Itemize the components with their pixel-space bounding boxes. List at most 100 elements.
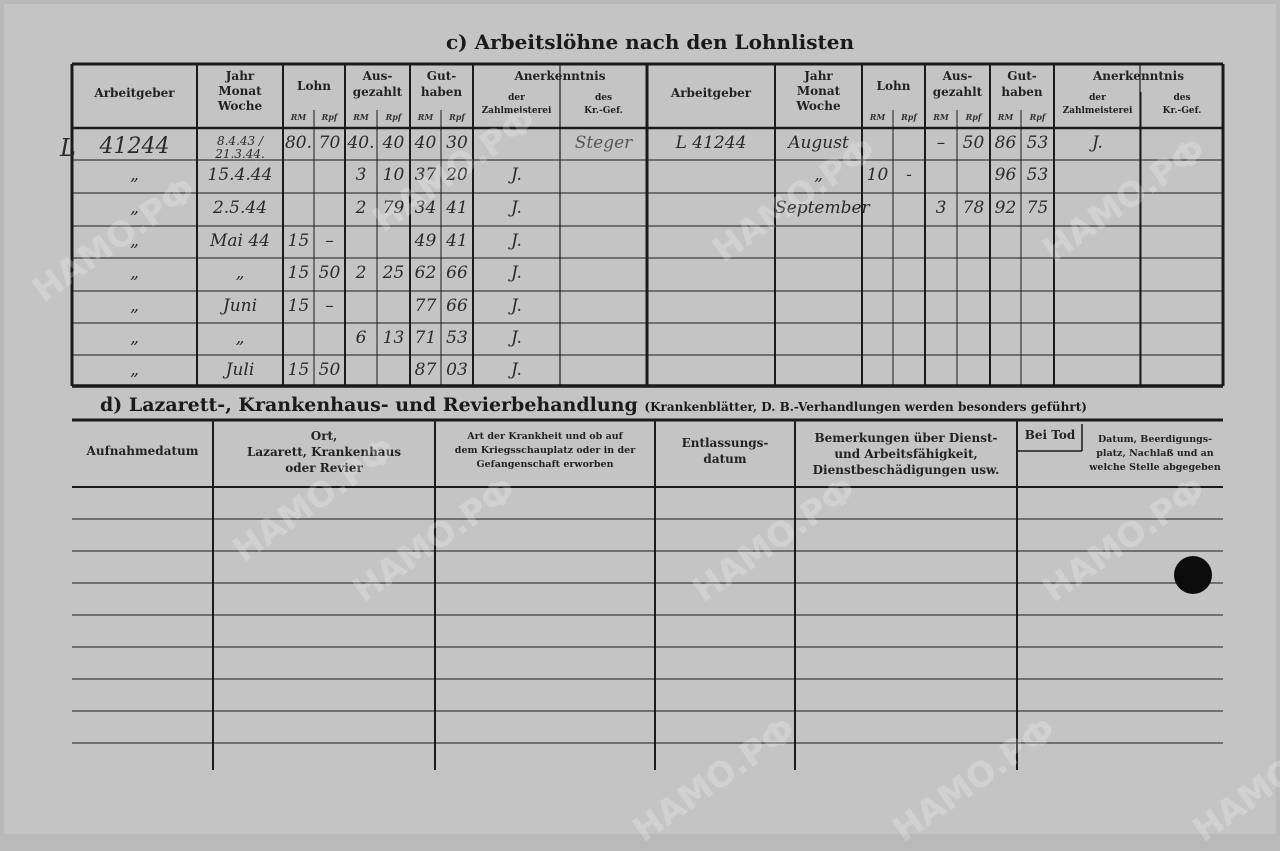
header-ausgezahlt: Aus- <box>362 69 393 83</box>
header-rpf: Rpf <box>385 112 402 122</box>
header-jahr-monat-woche: Monat <box>218 84 262 98</box>
cell-gut-rm: 71 <box>414 328 437 348</box>
header-guthaben: Gut- <box>426 69 457 83</box>
header-d-col-5: Datum, Beerdigungs- <box>1097 434 1213 445</box>
cell-datum: Juni <box>222 296 258 316</box>
cell-arbeitgeber: 41244 <box>99 134 170 159</box>
header-jahr-monat-woche: Monat <box>796 84 841 98</box>
cell-gut-rpf: 66 <box>446 296 468 316</box>
header-rpf: Rpf <box>901 112 917 122</box>
header-kr-gef: des <box>1173 93 1191 103</box>
cell-lohn-rm: 80. <box>284 133 313 153</box>
cell-krgef: Steger <box>574 133 633 153</box>
cell-arbeitgeber: „ <box>130 198 139 218</box>
header-rpf: Rpf <box>1029 112 1046 122</box>
header-ausgezahlt: Aus- <box>942 69 973 83</box>
header-rm: RM <box>353 112 369 122</box>
cell-aus-rpf: 79 <box>382 198 405 218</box>
cell-arbeitgeber: „ <box>130 328 139 348</box>
cell-zahl: J. <box>511 165 522 185</box>
header-guthaben: haben <box>1001 85 1043 99</box>
cell-gut-rpf: 75 <box>1026 198 1049 218</box>
cell-gut-rpf: 30 <box>446 133 468 153</box>
cell-aus-rpf: 40 <box>382 133 405 153</box>
header-zahlmeisterei: der <box>1089 93 1106 103</box>
header-anerkenntnis: Anerkenntnis <box>514 69 606 83</box>
header-rm: RM <box>290 112 307 122</box>
cell-gut-rm: 96 <box>994 165 1017 185</box>
cell-lohn-rm: 15 <box>287 231 310 251</box>
header-d-col-3: Entlassungs- <box>681 436 769 450</box>
header-d-col-5: platz, Nachlaß und an <box>1096 448 1214 459</box>
cell-arbeitgeber: „ <box>130 263 139 283</box>
cell-datum: Juli <box>225 360 255 380</box>
cell-arbeitgeber: „ <box>130 165 139 185</box>
header-ausgezahlt: gezahlt <box>352 85 403 99</box>
cell-aus-rm: 2 <box>355 263 367 283</box>
header-jahr-monat-woche: Jahr <box>804 69 833 83</box>
cell-datum: September <box>775 198 870 218</box>
header-d-col-2: Gefangenschaft erworben <box>476 459 614 470</box>
cell-lohn-rpf: 70 <box>318 133 341 153</box>
cell-gut-rpf: 53 <box>1026 165 1049 185</box>
cell-gut-rm: 77 <box>414 296 437 316</box>
header-guthaben: Gut- <box>1007 69 1037 83</box>
cell-gut-rm: 49 <box>414 231 437 251</box>
cell-gut-rm: 34 <box>414 198 437 218</box>
cell-gut-rpf: 41 <box>446 231 468 251</box>
header-ausgezahlt: gezahlt <box>932 85 983 99</box>
header-rm: RM <box>933 112 949 122</box>
header-d-col-3: datum <box>703 452 747 466</box>
header-d-col-4: Bemerkungen über Dienst- <box>814 431 998 445</box>
cell-datum: „ <box>235 328 245 348</box>
cell-arbeitgeber: „ <box>130 360 139 380</box>
header-lohn: Lohn <box>876 79 911 93</box>
cell-arbeitgeber: „ <box>130 231 139 251</box>
cell-zahl: J. <box>511 296 522 316</box>
header-kr-gef: Kr.-Gef. <box>1162 106 1202 116</box>
cell-aus-rpf: 10 <box>382 165 405 185</box>
cell-zahl: J. <box>511 263 522 283</box>
section-d-title-main: d) Lazarett-, Krankenhaus- und Revierbeh… <box>100 394 638 416</box>
cell-lohn-rpf: - <box>906 165 912 185</box>
cell-arbeitgeber: „ <box>130 296 139 316</box>
cell-lohn-rm: 10 <box>866 165 889 185</box>
cell-gut-rm: 62 <box>414 263 437 283</box>
cell-aus-rm: 3 <box>935 198 947 218</box>
cell-gut-rm: 92 <box>994 198 1017 218</box>
punch-hole <box>1174 556 1212 594</box>
header-zahlmeisterei: Zahlmeisterei <box>1062 106 1133 116</box>
cell-lohn-rpf: – <box>325 296 334 316</box>
cell-lohn-rpf: – <box>325 231 334 251</box>
cell-datum: 2.5.44 <box>212 198 268 218</box>
cell-lohn-rm: 15 <box>287 296 310 316</box>
cell-aus-rm: 6 <box>355 328 367 348</box>
cell-aus-rpf: 78 <box>962 198 985 218</box>
cell-lohn-rm: 15 <box>287 263 310 283</box>
header-d-col-2: dem Kriegsschauplatz oder in der <box>454 445 636 456</box>
cell-zahl: J. <box>511 328 522 348</box>
header-d-col-1: oder Revier <box>285 461 363 475</box>
header-anerkenntnis: Anerkenntnis <box>1093 69 1184 83</box>
header-rpf: Rpf <box>321 112 338 122</box>
cell-aus-rpf: 13 <box>382 328 405 348</box>
cell-datum: August <box>788 133 849 153</box>
section-d-title: d) Lazarett-, Krankenhaus- und Revierbeh… <box>100 394 1087 416</box>
cell-lohn-rpf: 50 <box>318 360 341 380</box>
cell-gut-rm: 87 <box>414 360 437 380</box>
header-d-col-4: Dienstbeschädigungen usw. <box>812 463 1000 477</box>
cell-lohn-rm: 15 <box>287 360 310 380</box>
header-d-col-0: Aufnahmedatum <box>86 444 199 458</box>
cell-zahl: J. <box>1092 133 1103 153</box>
section-d-subtitle: (Krankenblätter, D. B.-Verhandlungen wer… <box>644 400 1087 414</box>
header-kr-gef: Kr.-Gef. <box>584 106 623 116</box>
cell-datum: 8.4.43 / 21.3.44. <box>215 134 265 161</box>
header-rm: RM <box>997 112 1014 122</box>
margin-mark: L <box>60 134 76 162</box>
header-rm: RM <box>869 112 886 122</box>
cell-gut-rpf: 53 <box>1026 133 1049 153</box>
cell-datum: „ <box>814 165 823 185</box>
cell-zahl: J. <box>511 360 522 380</box>
header-arbeitgeber: Arbeitgeber <box>670 86 752 100</box>
cell-aus-rpf: 25 <box>382 263 405 283</box>
